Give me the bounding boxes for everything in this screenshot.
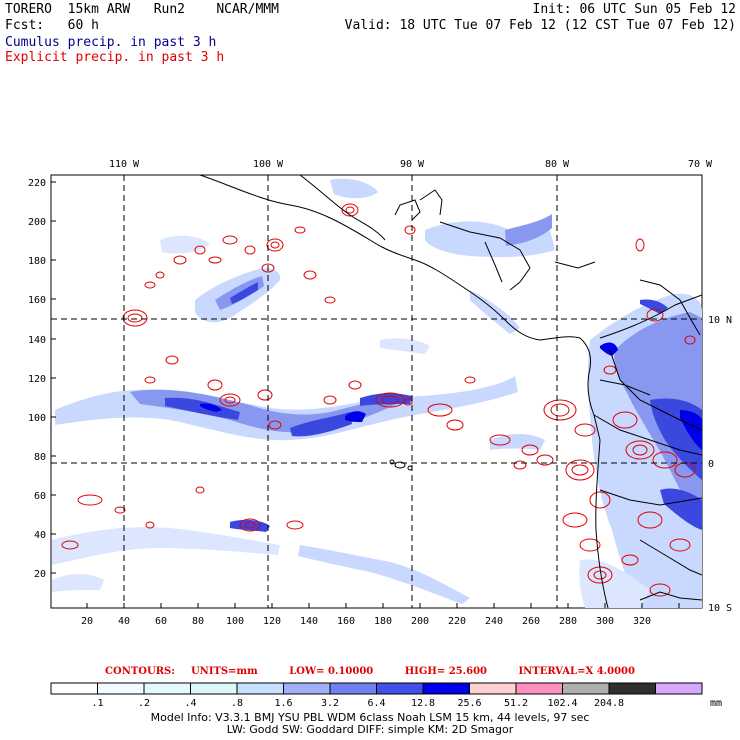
lat-label-10n: 10 N <box>708 315 732 326</box>
x-label: 300 <box>596 616 614 627</box>
left-axis-ticks <box>51 181 56 574</box>
contour-low: LOW= 0.10000 <box>289 666 374 677</box>
contour-label: CONTOURS: <box>105 666 175 677</box>
color-scale-bar: .1.2.4.8 1.6 3.2 6.4 12.8 25.6 51.2 102.4 204.8 … <box>50 682 722 709</box>
y-label: 40 <box>34 530 46 541</box>
scale-value-label: 102.4 <box>547 698 577 709</box>
scale-color-box <box>376 682 424 695</box>
y-label: 180 <box>28 256 46 267</box>
y-label: 120 <box>28 374 46 385</box>
scale-color-box <box>422 682 470 695</box>
scale-value-label: .8 <box>231 698 243 709</box>
y-label: 140 <box>28 335 46 346</box>
y-label: 100 <box>28 413 46 424</box>
x-label: 280 <box>559 616 577 627</box>
y-label: 220 <box>28 178 46 189</box>
x-label: 180 <box>374 616 392 627</box>
init-time: Init: 06 UTC Sun 05 Feb 12 <box>532 2 737 17</box>
model-physics-line: LW: Godd SW: Goddard DIFF: simple KM: 2D… <box>226 723 514 736</box>
scale-color-box <box>608 682 656 695</box>
scale-color-box <box>50 682 98 695</box>
lon-label-80w: 80 W <box>545 159 570 170</box>
lon-label-90w: 90 W <box>400 159 425 170</box>
bottom-axis-ticks <box>86 603 680 608</box>
scale-value-label: .4 <box>184 698 196 709</box>
scale-color-box <box>143 682 191 695</box>
scale-value-label: 204.8 <box>594 698 624 709</box>
scale-value-label: .2 <box>138 698 150 709</box>
x-label: 240 <box>485 616 503 627</box>
lon-label-110w: 110 W <box>109 159 140 170</box>
scale-color-box <box>190 682 238 695</box>
scale-color-box <box>283 682 331 695</box>
scale-value-label: .1 <box>91 698 103 709</box>
x-label: 100 <box>226 616 244 627</box>
scale-color-box <box>469 682 517 695</box>
scale-color-box <box>97 682 145 695</box>
color-scale-labels: .1 .2 .4 .8 1.6 3.2 6.4 12.8 25.6 51.2 102.4 204.8 <box>91 698 624 709</box>
scale-value-label: 51.2 <box>504 698 528 709</box>
scale-color-box <box>655 682 703 695</box>
cumulus-legend: Cumulus precip. in past 3 h <box>5 35 217 50</box>
scale-value-label: 6.4 <box>367 698 385 709</box>
x-label: 40 <box>118 616 130 627</box>
model-run-title: TORERO 15km ARW Run2 NCAR/MMM <box>5 2 279 17</box>
scale-color-box <box>562 682 610 695</box>
y-label: 80 <box>34 452 46 463</box>
scale-color-box <box>236 682 284 695</box>
scale-value-label: 1.6 <box>274 698 292 709</box>
scale-unit: mm <box>710 698 722 709</box>
x-label: 80 <box>192 616 204 627</box>
x-label: 160 <box>337 616 355 627</box>
x-label: 200 <box>411 616 429 627</box>
scale-color-box <box>515 682 563 695</box>
scale-value-label: 25.6 <box>457 698 481 709</box>
contour-high: HIGH= 25.600 <box>404 666 487 677</box>
x-label: 120 <box>263 616 281 627</box>
x-label: 140 <box>300 616 318 627</box>
scale-value-label: 3.2 <box>321 698 339 709</box>
x-label: 60 <box>155 616 167 627</box>
contour-interval: INTERVAL=X 4.0000 <box>518 666 635 677</box>
coastline-borders <box>199 175 702 608</box>
x-label: 320 <box>633 616 651 627</box>
explicit-precip-contours <box>61 203 696 597</box>
y-label: 20 <box>34 569 46 580</box>
lon-label-70w: 70 W <box>688 159 713 170</box>
model-info-line: Model Info: V3.3.1 BMJ YSU PBL WDM 6clas… <box>150 711 590 724</box>
y-label: 200 <box>28 217 46 228</box>
lat-label-10s: 10 S <box>708 603 732 614</box>
y-label: 60 <box>34 491 46 502</box>
contour-info: CONTOURS: UNITS=mm LOW= 0.10000 HIGH= 25.… <box>0 666 740 677</box>
valid-time: Valid: 18 UTC Tue 07 Feb 12 (12 CST Tue … <box>344 18 736 33</box>
forecast-hour: Fcst: 60 h <box>5 18 99 33</box>
color-scale-boxes <box>50 682 703 695</box>
lon-label-100w: 100 W <box>253 159 284 170</box>
scale-color-box <box>329 682 377 695</box>
lat-label-0: 0 <box>708 459 714 470</box>
contour-units: UNITS=mm <box>190 666 258 677</box>
lat-lon-gridlines <box>51 175 702 608</box>
x-label: 20 <box>81 616 93 627</box>
scale-value-label: 12.8 <box>411 698 435 709</box>
x-label: 220 <box>448 616 466 627</box>
y-label: 160 <box>28 295 46 306</box>
cumulus-precip-field <box>52 178 702 608</box>
explicit-legend: Explicit precip. in past 3 h <box>5 50 225 65</box>
x-label: 260 <box>522 616 540 627</box>
